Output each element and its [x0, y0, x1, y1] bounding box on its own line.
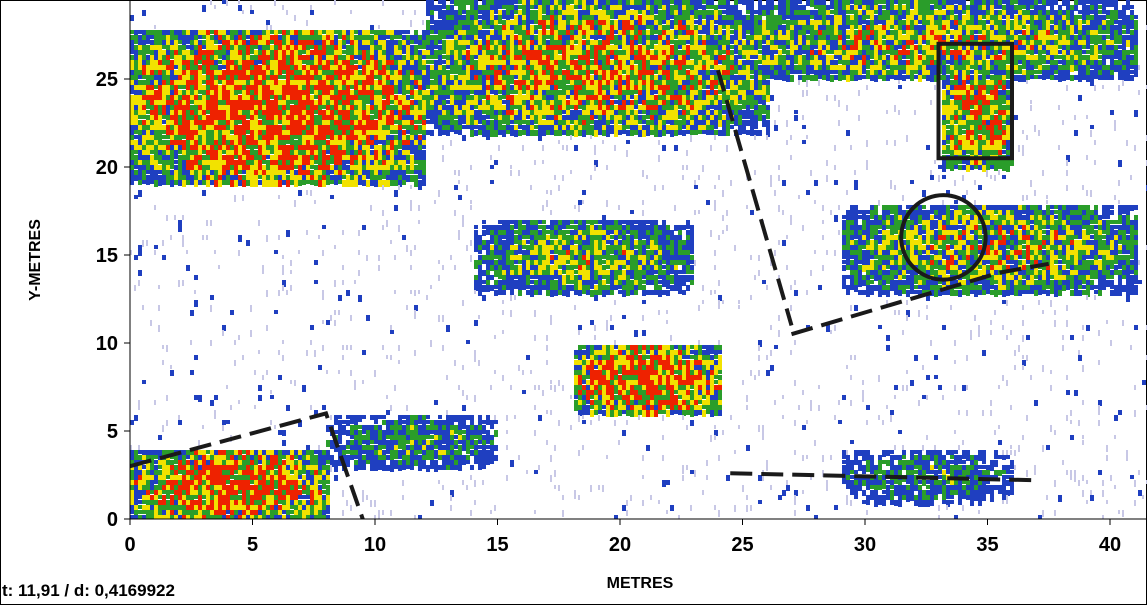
y-tick-label: 10	[96, 333, 118, 355]
x-tick-label: 15	[486, 534, 508, 556]
x-tick-label: 0	[124, 534, 135, 556]
plot-area[interactable]	[130, 0, 1147, 522]
x-tick-label: 10	[364, 534, 386, 556]
dashed-boundary-line	[999, 261, 1050, 275]
dashed-boundary-line	[790, 270, 1001, 337]
x-tick-label: 30	[854, 534, 876, 556]
y-axis-ticks: 0 5 10 15 20 25	[96, 69, 130, 531]
rectangle-marker	[936, 41, 1014, 161]
x-tick-label: 40	[1099, 534, 1121, 556]
x-tick-label: 20	[609, 534, 631, 556]
circle-marker	[899, 193, 988, 282]
dashed-boundary-line	[730, 471, 1037, 483]
y-tick-label: 20	[96, 157, 118, 179]
y-tick-label: 0	[107, 509, 118, 531]
x-tick-label: 35	[976, 534, 998, 556]
dashed-boundary-line	[130, 410, 365, 519]
y-tick-label: 15	[96, 245, 118, 267]
annotation-layer	[130, 41, 1050, 519]
x-tick-label: 5	[247, 534, 258, 556]
x-tick-label: 25	[731, 534, 753, 556]
y-axis-title: Y-METRES	[27, 219, 44, 301]
y-tick-label: 25	[96, 69, 118, 91]
cursor-readout: t: 11,91 / d: 0,4169922	[2, 581, 175, 600]
y-tick-label: 5	[107, 421, 118, 443]
dashed-boundary-line	[716, 69, 794, 326]
x-axis-ticks: 0 5 10 15 20 25 30 35 40	[124, 519, 1121, 556]
x-axis-title: METRES	[607, 575, 674, 592]
